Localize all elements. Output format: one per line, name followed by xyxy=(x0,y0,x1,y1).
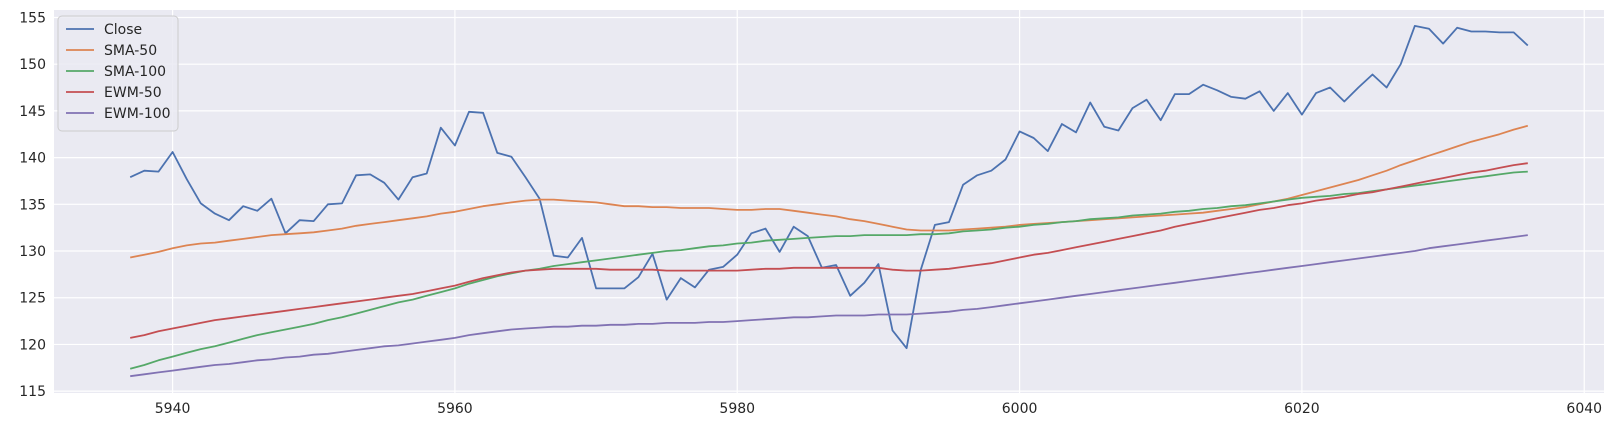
x-tick-label: 6000 xyxy=(1002,401,1038,417)
series-line-close xyxy=(129,24,1529,350)
x-tick-label: 6020 xyxy=(1284,401,1320,417)
tick-labels: 5940 5960 5980 6000 6020 6040 115 120 125 130 135 1… xyxy=(19,10,1602,417)
series-line-ewm-50 xyxy=(130,162,1528,339)
x-tick-label: 6040 xyxy=(1566,401,1602,417)
grid-lines xyxy=(54,10,1604,393)
y-tick-label: 140 xyxy=(19,151,46,167)
y-tick-label: 125 xyxy=(19,291,46,307)
series-lines xyxy=(129,24,1529,378)
y-tick-label: 120 xyxy=(19,337,46,353)
series-line-ewm-100 xyxy=(130,234,1528,378)
y-tick-label: 115 xyxy=(19,384,46,400)
legend-label: SMA-100 xyxy=(104,64,166,80)
legend-label: SMA-50 xyxy=(104,43,157,59)
x-tick-label: 5980 xyxy=(719,401,755,417)
x-tick-label: 5940 xyxy=(155,401,191,417)
legend-label: Close xyxy=(104,22,142,38)
y-tick-label: 155 xyxy=(19,10,46,26)
y-tick-label: 130 xyxy=(19,244,46,260)
series-line-sma-50 xyxy=(130,124,1529,259)
legend-box xyxy=(57,15,179,132)
series-line-sma-100 xyxy=(129,170,1528,370)
legend-label: EWM-100 xyxy=(104,106,171,122)
legend: Close SMA-50 SMA-100 EWM-50 EWM-100 xyxy=(57,15,179,132)
legend-label: EWM-50 xyxy=(104,85,162,101)
y-tick-label: 145 xyxy=(19,104,46,120)
x-tick-label: 5960 xyxy=(437,401,473,417)
y-tick-label: 135 xyxy=(19,197,46,213)
y-tick-label: 150 xyxy=(19,57,46,73)
plot-background xyxy=(54,10,1604,393)
